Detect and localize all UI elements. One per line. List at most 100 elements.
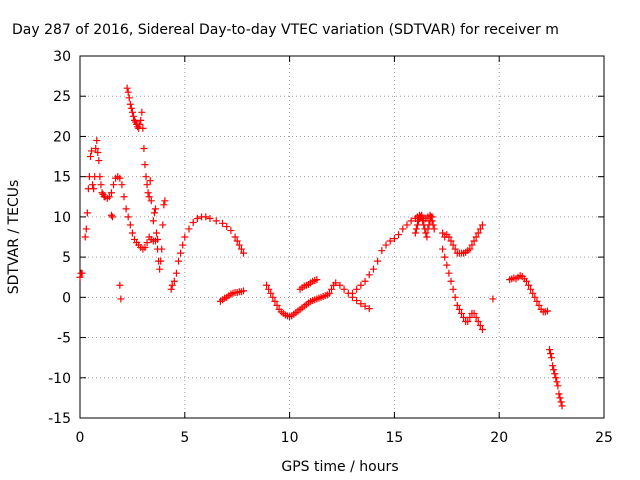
data-point [466, 245, 474, 253]
series-c [107, 211, 125, 303]
series-a [76, 269, 86, 281]
data-point [136, 120, 144, 128]
data-point [472, 313, 480, 321]
data-point [239, 287, 247, 295]
data-point [94, 149, 102, 157]
data-point [348, 289, 356, 297]
data-point [464, 317, 472, 325]
series-l [439, 245, 486, 334]
data-point [219, 219, 227, 227]
series-e [149, 197, 169, 273]
data-point [139, 124, 147, 132]
data-point [411, 229, 419, 237]
data-point [525, 281, 533, 289]
data-point [90, 185, 98, 193]
data-point [156, 265, 164, 273]
data-point [340, 285, 348, 293]
data-point [478, 221, 486, 229]
data-point [107, 211, 115, 219]
data-point [95, 157, 103, 165]
y-tick-label: 30 [53, 49, 71, 65]
series-m [449, 221, 486, 257]
data-point [369, 265, 377, 273]
y-axis-title: SDTVAR / TECUs [6, 180, 22, 295]
data-point [159, 221, 167, 229]
data-point [153, 229, 161, 237]
data-point [76, 273, 84, 281]
data-point [474, 317, 482, 325]
data-point [476, 225, 484, 233]
data-point [390, 235, 398, 243]
y-tick-label: -5 [57, 331, 71, 347]
data-point [223, 223, 231, 231]
data-point [413, 221, 421, 229]
data-point [161, 197, 169, 205]
data-point [130, 116, 138, 124]
data-point [239, 249, 247, 257]
data-point [149, 217, 157, 225]
data-point [419, 217, 427, 225]
data-point [365, 305, 373, 313]
data-point [529, 289, 537, 297]
data-point [144, 189, 152, 197]
data-point [116, 281, 124, 289]
x-tick-label: 10 [281, 430, 299, 446]
data-point [332, 279, 340, 287]
data-point [325, 289, 333, 297]
data-point [527, 285, 535, 293]
data-point [546, 346, 554, 354]
x-tick-label: 20 [490, 430, 508, 446]
data-point [233, 237, 241, 245]
data-point [120, 193, 128, 201]
y-tick-label: -15 [48, 411, 71, 427]
data-point [548, 354, 556, 362]
data-point [378, 247, 386, 255]
data-point [361, 302, 369, 310]
data-point [89, 181, 97, 189]
y-tick-label: 10 [53, 210, 71, 226]
data-point [429, 221, 437, 229]
data-point [147, 197, 155, 205]
data-point [407, 217, 415, 225]
x-tick-label: 0 [76, 430, 85, 446]
data-point [86, 153, 94, 161]
data-point [551, 370, 559, 378]
data-point [357, 300, 365, 308]
data-point [150, 209, 158, 217]
data-point [96, 173, 104, 181]
data-point [146, 177, 154, 185]
series-b [81, 136, 162, 253]
data-point [556, 394, 564, 402]
data-point [118, 181, 126, 189]
data-point [357, 281, 365, 289]
grid [80, 56, 604, 418]
series-g [216, 287, 247, 305]
data-point [472, 233, 480, 241]
data-point [175, 257, 183, 265]
data-point [399, 225, 407, 233]
data-point [116, 174, 124, 182]
series-d [123, 84, 155, 205]
data-point [265, 285, 273, 293]
data-point [447, 237, 455, 245]
y-tick-label: 20 [53, 129, 71, 145]
data-point [231, 233, 239, 241]
data-point [468, 241, 476, 249]
data-point [78, 269, 86, 277]
data-point [361, 277, 369, 285]
data-point [382, 241, 390, 249]
data-point [470, 309, 478, 317]
data-point [88, 147, 96, 155]
data-point [474, 229, 482, 237]
series-q [546, 346, 566, 410]
data-point [170, 277, 178, 285]
series-n [439, 229, 455, 245]
plot-frame [79, 55, 605, 419]
series-f [167, 213, 247, 293]
data-point [313, 276, 321, 284]
data-point [97, 181, 105, 189]
data-point [157, 257, 165, 265]
data-point [476, 321, 484, 329]
data-point [143, 239, 151, 247]
data-point [93, 136, 101, 144]
